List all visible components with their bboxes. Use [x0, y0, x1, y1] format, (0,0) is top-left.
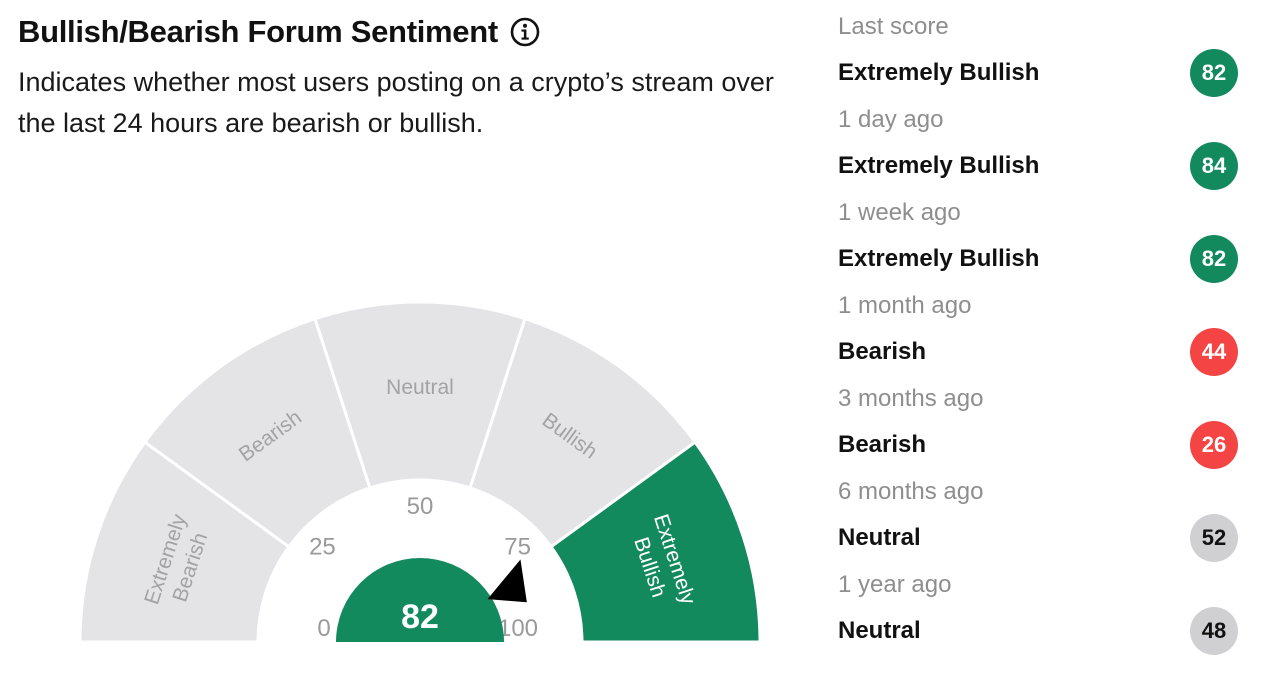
gauge-segment-label-neutral: Neutral	[386, 376, 454, 399]
info-icon[interactable]	[510, 17, 540, 47]
history-sentiment-label: Extremely Bullish	[838, 245, 1040, 272]
history-period: 1 month ago	[838, 292, 972, 319]
history-period: 1 day ago	[838, 106, 944, 133]
sentiment-gauge: ExtremelyBearishBearishNeutralBullishExt…	[78, 300, 762, 644]
history-period: 1 week ago	[838, 199, 961, 226]
history-sentiment-label: Bearish	[838, 338, 927, 365]
gauge-tick-label: 75	[504, 533, 531, 560]
history-score-badge: 44	[1190, 328, 1238, 376]
history-sentiment-label: Extremely Bullish	[838, 152, 1040, 179]
history-score-badge: 52	[1190, 514, 1238, 562]
page-title: Bullish/Bearish Forum Sentiment	[18, 14, 498, 49]
history-sentiment-label: Extremely Bullish	[838, 59, 1040, 86]
history-entry: 1 week ago Extremely Bullish 82	[838, 196, 1240, 289]
gauge-segments: ExtremelyBearishBearishNeutralBullishExt…	[78, 300, 762, 644]
title-row: Bullish/Bearish Forum Sentiment	[18, 14, 540, 50]
history-period: 1 year ago	[838, 571, 952, 598]
history-entry: 1 day ago Extremely Bullish 84	[838, 103, 1240, 196]
gauge-pointer	[487, 559, 527, 603]
gauge-segment-extremely-bullish	[548, 440, 762, 644]
history-period: 3 months ago	[838, 385, 984, 412]
history-period: Last score	[838, 13, 949, 40]
history-score-badge: 84	[1190, 142, 1238, 190]
gauge-tick-label: 50	[407, 493, 434, 520]
score-history: Last score Extremely Bullish 82 1 day ago Ex…	[838, 10, 1240, 661]
history-entry: Last score Extremely Bullish 82	[838, 10, 1240, 103]
gauge-tick-label: 25	[309, 533, 336, 560]
history-sentiment-label: Bearish	[838, 431, 927, 458]
history-entry: 1 month ago Bearish 44	[838, 289, 1240, 382]
history-period: 6 months ago	[838, 478, 984, 505]
description-text: Indicates whether most users posting on …	[18, 67, 774, 138]
gauge-value: 82	[401, 598, 439, 636]
gauge-center-disc	[336, 558, 504, 642]
history-score-badge: 26	[1190, 421, 1238, 469]
gauge-tick-label: 100	[498, 615, 538, 642]
history-entry: 6 months ago Neutral 52	[838, 475, 1240, 568]
gauge-tick-label: 0	[317, 615, 330, 642]
history-sentiment-label: Neutral	[838, 524, 921, 551]
history-score-badge: 82	[1190, 49, 1238, 97]
history-sentiment-label: Neutral	[838, 617, 921, 644]
history-entry: 3 months ago Bearish 26	[838, 382, 1240, 475]
history-score-badge: 48	[1190, 607, 1238, 655]
history-score-badge: 82	[1190, 235, 1238, 283]
history-entry: 1 year ago Neutral 48	[838, 568, 1240, 661]
gauge-ticks: 0 25 50 75 100	[309, 493, 538, 642]
